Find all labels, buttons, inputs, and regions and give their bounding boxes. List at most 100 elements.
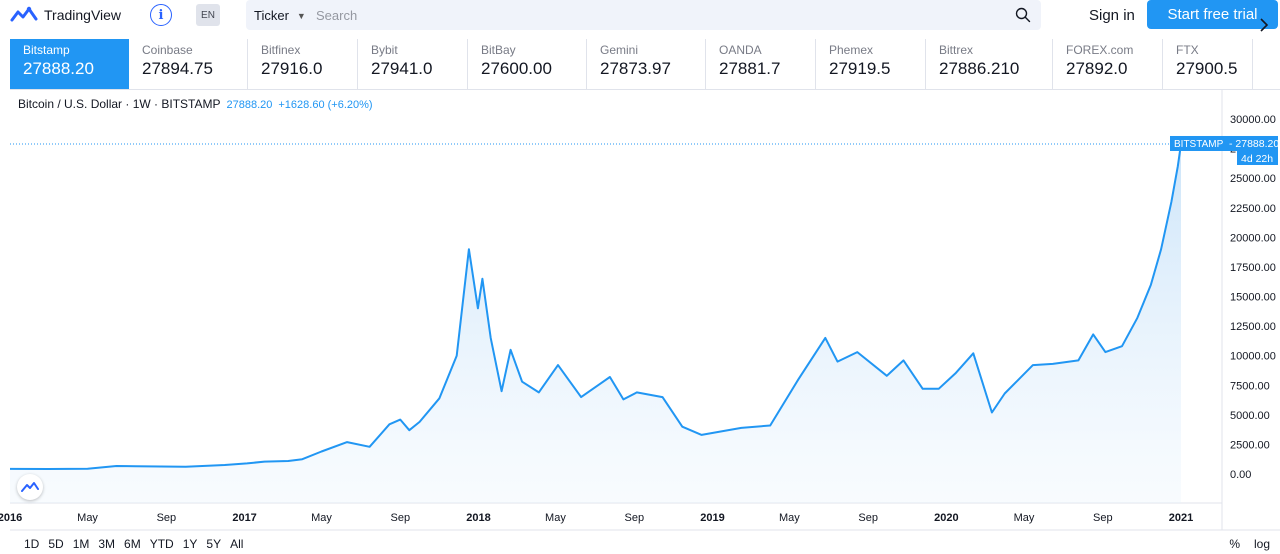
exchange-price: 27886.210 <box>939 59 1020 78</box>
exchange-price: 27916.0 <box>261 59 323 78</box>
range-button-1m[interactable]: 1M <box>72 537 90 551</box>
exchange-tab-coinbase[interactable]: Coinbase 27894.75 <box>129 39 248 89</box>
exchange-name: Bitfinex <box>261 43 301 57</box>
tradingview-logo-icon <box>10 6 38 22</box>
exchange-tab-bitbay[interactable]: BitBay 27600.00 <box>468 39 587 89</box>
x-tick-label: 2018 <box>466 512 490 524</box>
exchange-tab-oanda[interactable]: OANDA 27881.7 <box>706 39 816 89</box>
price-line <box>9 143 1182 470</box>
search-input[interactable] <box>306 3 996 27</box>
exchange-tab-phemex[interactable]: Phemex 27919.5 <box>816 39 926 89</box>
x-tick-label: Sep <box>624 512 644 524</box>
exchange-tab-forex-com[interactable]: FOREX.com 27892.0 <box>1053 39 1163 89</box>
exchange-name: Phemex <box>829 43 874 57</box>
x-tick-label: Sep <box>391 512 411 524</box>
y-tick-label: 17500.00 <box>1230 262 1276 274</box>
exchange-tab-gemini[interactable]: Gemini 27873.97 <box>587 39 706 89</box>
exchange-tab-bittrex[interactable]: Bittrex 27886.210 <box>926 39 1053 89</box>
x-tick-label: 2019 <box>700 512 724 524</box>
countdown-text: 4d 22h <box>1241 153 1273 165</box>
countdown-bg <box>1237 150 1278 165</box>
x-tick-label: 2016 <box>0 512 22 524</box>
exchange-name: Gemini <box>600 43 639 57</box>
y-tick-label: 12500.00 <box>1230 321 1276 333</box>
y-tick-label: 7500.00 <box>1230 380 1270 392</box>
time-range-selector: 1D 5D 1M 3M 6M YTD 1Y 5Y All <box>24 537 243 551</box>
log-scale-toggle[interactable]: log <box>1253 537 1270 551</box>
range-button-1y[interactable]: 1Y <box>182 537 198 551</box>
range-button-1d[interactable]: 1D <box>24 537 40 551</box>
info-icon[interactable]: i <box>150 4 172 26</box>
range-button-5d[interactable]: 5D <box>48 537 64 551</box>
exchange-name: FTX <box>1176 43 1199 57</box>
range-button-all[interactable]: All <box>230 537 244 551</box>
range-button-5y[interactable]: 5Y <box>206 537 222 551</box>
percent-scale-toggle[interactable]: % <box>1229 537 1240 551</box>
range-button-6m[interactable]: 6M <box>124 537 141 551</box>
price-tag-label: BITSTAMP <box>1174 139 1224 150</box>
exchange-price: 27892.0 <box>1066 59 1128 78</box>
x-tick-label: May <box>545 512 566 524</box>
tradingview-watermark-icon[interactable] <box>17 474 43 500</box>
x-tick-label: May <box>1014 512 1035 524</box>
y-tick-label: 20000.00 <box>1230 232 1276 244</box>
ticker-dropdown[interactable]: Ticker ▼ <box>254 8 306 23</box>
y-tick-label: 2500.00 <box>1230 439 1270 451</box>
price-area-fill <box>10 144 1181 503</box>
start-free-trial-button[interactable]: Start free trial <box>1147 0 1278 29</box>
exchange-price: 27600.00 <box>481 59 552 78</box>
range-button-ytd[interactable]: YTD <box>149 537 174 551</box>
chart-legend: Bitcoin / U.S. Dollar · 1W · BITSTAMP 27… <box>18 97 373 111</box>
chevron-right-icon[interactable] <box>1252 10 1276 40</box>
y-tick-label: 22500.00 <box>1230 203 1276 215</box>
x-tick-label: Sep <box>157 512 177 524</box>
exchange-price: 27881.7 <box>719 59 781 78</box>
exchange-price: 27888.20 <box>23 59 94 78</box>
chevron-down-icon: ▼ <box>296 10 306 21</box>
exchange-name: Bittrex <box>939 43 974 57</box>
symbol-description: Bitcoin / U.S. Dollar · 1W · BITSTAMP <box>18 97 221 111</box>
exchange-tab-ftx[interactable]: FTX 27900.5 <box>1163 39 1253 89</box>
y-tick-label: 30000.00 <box>1230 114 1276 126</box>
exchange-tab-bybit[interactable]: Bybit 27941.0 <box>358 39 468 89</box>
range-button-3m[interactable]: 3M <box>98 537 116 551</box>
language-button[interactable]: EN <box>196 4 220 26</box>
exchange-tab-bitfinex[interactable]: Bitfinex 27916.0 <box>248 39 358 89</box>
exchange-price: 27919.5 <box>829 59 891 78</box>
exchange-price: 27941.0 <box>371 59 433 78</box>
chart-area[interactable] <box>10 89 1280 554</box>
y-tick-label: 0.00 <box>1230 469 1251 481</box>
exchange-name: BitBay <box>481 43 516 57</box>
top-navbar: TradingView i EN Ticker ▼ Sign in Start … <box>0 0 1280 30</box>
x-tick-label: Sep <box>858 512 878 524</box>
tradingview-logo[interactable]: TradingView <box>10 4 121 26</box>
y-tick-label: 10000.00 <box>1230 351 1276 363</box>
price-tag-value: - 27888.20 <box>1229 138 1279 150</box>
x-tick-label: May <box>77 512 98 524</box>
sign-in-link[interactable]: Sign in <box>1089 7 1135 24</box>
x-tick-label: May <box>779 512 800 524</box>
y-tick-label: 25000.00 <box>1230 173 1276 185</box>
y-tick-label: 5000.00 <box>1230 410 1270 422</box>
last-price: 27888.20 <box>226 99 273 111</box>
exchange-name: OANDA <box>719 43 762 57</box>
brand-name: TradingView <box>44 7 122 23</box>
x-tick-label: 2021 <box>1169 512 1193 524</box>
ticker-dropdown-label: Ticker <box>254 8 289 23</box>
search-bar: Ticker ▼ <box>246 0 1041 30</box>
x-tick-label: Sep <box>1093 512 1113 524</box>
exchange-price: 27900.5 <box>1176 59 1238 78</box>
search-icon[interactable] <box>1015 7 1031 23</box>
exchange-name: Bybit <box>371 43 398 57</box>
exchange-price: 27873.97 <box>600 59 671 78</box>
exchange-price: 27894.75 <box>142 59 213 78</box>
x-tick-label: 2020 <box>934 512 958 524</box>
exchange-name: FOREX.com <box>1066 43 1134 57</box>
exchange-name: Bitstamp <box>23 43 70 57</box>
exchange-tab-bitstamp[interactable]: Bitstamp 27888.20 <box>10 39 129 89</box>
x-tick-label: May <box>311 512 332 524</box>
exchange-strip: Bitstamp 27888.20 Coinbase 27894.75 Bitfinex… <box>10 39 1280 89</box>
scale-toggles: % log <box>1229 537 1270 551</box>
exchange-name: Coinbase <box>142 43 193 57</box>
